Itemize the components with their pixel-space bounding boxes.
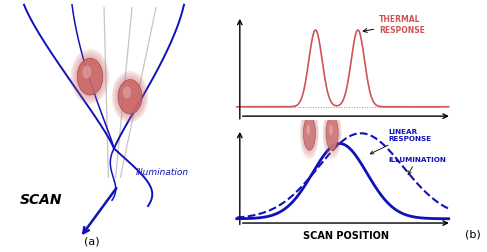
Circle shape bbox=[324, 110, 340, 158]
Circle shape bbox=[82, 66, 91, 79]
Circle shape bbox=[115, 76, 145, 119]
Circle shape bbox=[114, 75, 146, 120]
Circle shape bbox=[118, 80, 142, 115]
Circle shape bbox=[323, 108, 341, 159]
Circle shape bbox=[116, 77, 144, 117]
Circle shape bbox=[302, 113, 317, 154]
Circle shape bbox=[325, 113, 339, 154]
Text: SCAN: SCAN bbox=[20, 192, 62, 206]
Circle shape bbox=[301, 112, 318, 156]
Circle shape bbox=[76, 57, 104, 97]
Circle shape bbox=[306, 125, 310, 135]
Text: (b): (b) bbox=[465, 229, 481, 239]
Circle shape bbox=[112, 72, 148, 123]
Circle shape bbox=[303, 115, 316, 152]
Circle shape bbox=[303, 117, 316, 151]
Circle shape bbox=[325, 115, 339, 152]
Circle shape bbox=[73, 53, 107, 102]
Text: LINEAR
RESPONSE: LINEAR RESPONSE bbox=[370, 129, 431, 154]
Text: SCAN POSITION: SCAN POSITION bbox=[303, 230, 389, 240]
Text: ILLUMINATION: ILLUMINATION bbox=[388, 156, 446, 175]
Circle shape bbox=[329, 125, 333, 135]
Circle shape bbox=[72, 52, 108, 103]
Circle shape bbox=[301, 110, 318, 158]
Circle shape bbox=[324, 112, 340, 156]
Circle shape bbox=[77, 59, 103, 96]
Text: THERMAL
RESPONSE: THERMAL RESPONSE bbox=[363, 15, 425, 35]
Circle shape bbox=[71, 50, 109, 104]
Circle shape bbox=[300, 108, 318, 159]
Text: Illumination: Illumination bbox=[136, 168, 189, 177]
Circle shape bbox=[123, 87, 131, 99]
Circle shape bbox=[74, 55, 106, 100]
Circle shape bbox=[117, 79, 143, 116]
Circle shape bbox=[75, 56, 105, 99]
Circle shape bbox=[326, 117, 338, 151]
Text: (a): (a) bbox=[84, 235, 100, 245]
Circle shape bbox=[113, 73, 147, 121]
